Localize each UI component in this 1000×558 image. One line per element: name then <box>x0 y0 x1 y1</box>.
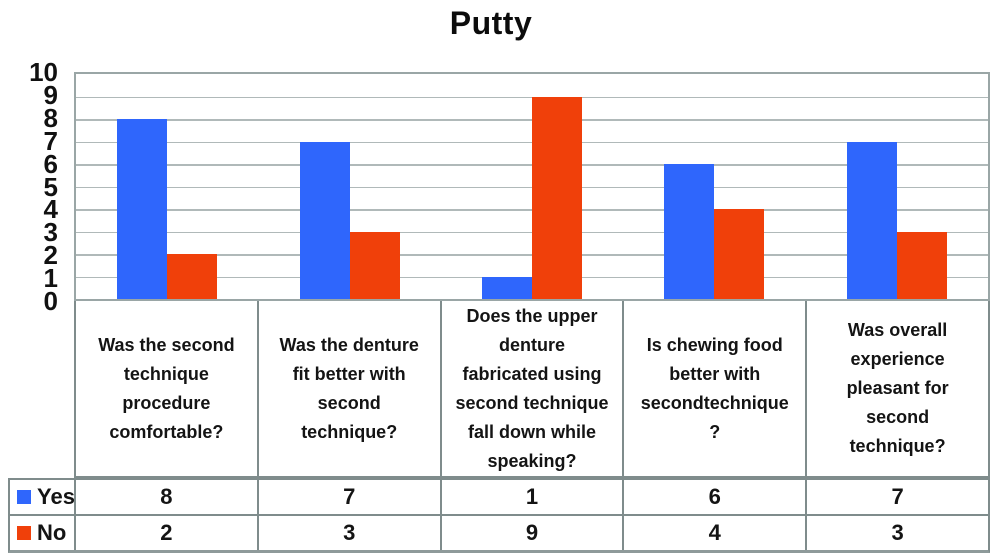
category-label-cell: Does the upper denture fabricated using … <box>442 301 625 476</box>
y-tick-label: 4 <box>43 194 58 225</box>
category-label-cell: Was overall experience pleasant for seco… <box>846 320 949 456</box>
table-value-cell: 3 <box>891 520 904 545</box>
category-label-cell: Was the second technique procedure comfo… <box>76 301 259 476</box>
y-axis: 10 9 8 7 6 5 4 3 2 1 0 <box>0 59 58 314</box>
table-value-cell: 3 <box>259 516 442 550</box>
bar-no-2 <box>349 231 400 299</box>
y-tick-label: 9 <box>43 79 58 110</box>
legend-label-no: No <box>37 520 67 545</box>
legend-label-yes: Yes <box>37 484 75 509</box>
table-value-cell: 6 <box>624 480 808 514</box>
table-value-cell: 9 <box>442 516 625 550</box>
legend-cell-no: No <box>10 516 76 550</box>
y-tick-label: 7 <box>43 125 58 156</box>
legend-key-yes-icon <box>17 490 31 504</box>
table-value-cell: 2 <box>76 516 259 550</box>
bar-yes-5 <box>846 141 897 299</box>
y-tick-label: 8 <box>43 102 58 133</box>
category-label-cell: Was the denture fit better with second t… <box>259 301 442 476</box>
y-tick-label: 5 <box>43 171 58 202</box>
category-axis: Was the second technique procedure comfo… <box>74 301 990 478</box>
category-label-cell: Is chewing food better with secondtechni… <box>624 301 808 476</box>
table-value-cell: 7 <box>891 484 904 509</box>
bar-no-5 <box>896 231 947 299</box>
legend-cell-yes: Yes <box>10 480 76 514</box>
bar-yes-4 <box>664 164 715 299</box>
y-tick-label: 1 <box>43 263 58 294</box>
y-tick-label: 2 <box>43 240 58 271</box>
y-tick-label: 10 <box>29 57 58 87</box>
y-tick-label: 3 <box>43 217 58 248</box>
table-value-cell: 1 <box>442 480 625 514</box>
table-value-cell: 4 <box>624 516 808 550</box>
chart-title: Putty <box>449 5 533 41</box>
table-row-no: No 2 3 9 4 3 <box>10 516 988 550</box>
table-value-cell: 8 <box>76 480 259 514</box>
bar-yes-1 <box>117 119 168 299</box>
legend-key-no-icon <box>17 526 31 540</box>
y-tick-label: 6 <box>43 148 58 179</box>
y-tick-label: 0 <box>43 286 58 316</box>
bar-no-1 <box>167 254 218 299</box>
bar-no-3 <box>532 96 582 299</box>
bar-yes-3 <box>482 276 532 299</box>
bar-yes-2 <box>299 141 350 299</box>
plot-area <box>74 72 990 301</box>
bar-no-4 <box>714 209 765 299</box>
data-table: Yes 8 7 1 6 7 No 2 3 9 4 3 <box>8 478 990 553</box>
table-row-yes: Yes 8 7 1 6 7 <box>10 480 988 516</box>
table-value-cell: 7 <box>259 480 442 514</box>
